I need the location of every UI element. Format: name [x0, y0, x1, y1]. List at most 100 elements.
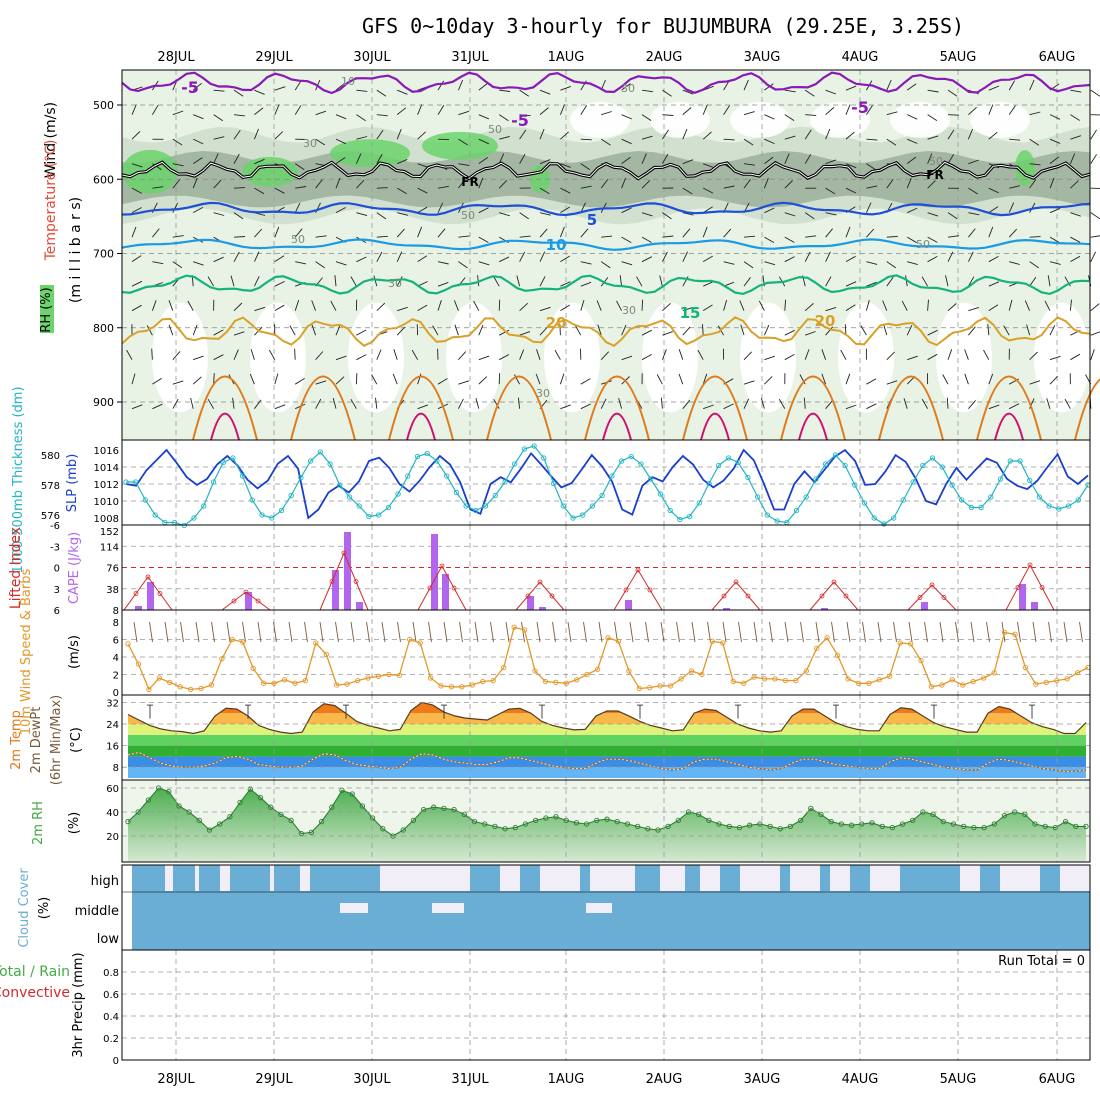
temp-contour-30 — [406, 412, 436, 441]
wind-speed-line-marker — [960, 682, 966, 688]
wind-barb — [784, 621, 789, 643]
upper-wind-barb — [825, 228, 833, 238]
upper-wind-barb — [784, 114, 795, 121]
upper-wind-barb — [886, 261, 897, 269]
lifted-marker — [1027, 562, 1033, 568]
upper-wind-barb — [335, 207, 346, 214]
thickness-line-marker — [414, 453, 421, 460]
rh2m-line-marker — [594, 817, 600, 824]
thickness-line-marker — [968, 504, 975, 511]
upper-wind-barb — [559, 373, 565, 385]
wind10m-panel: 0 2 4 6 8 — [113, 609, 1091, 699]
upper-wind-barb — [396, 187, 407, 195]
upper-wind-barb — [988, 373, 994, 385]
upper-wind-barb — [661, 349, 667, 360]
ylabel-mb: (m i l l i b a r s) — [68, 197, 84, 303]
upper-wind-barb — [743, 380, 755, 385]
thickness-line-marker — [657, 491, 664, 497]
temp-contour-25 — [1074, 378, 1100, 441]
wind-tick-label: 4 — [113, 653, 119, 664]
upper-wind-barb — [335, 261, 347, 266]
rh-contour-label: 30 — [536, 387, 550, 400]
upper-wind-barb — [825, 89, 837, 95]
upper-wind-barb — [131, 255, 142, 263]
wind-barb — [831, 621, 835, 643]
lifted-marker — [145, 574, 151, 580]
thickness-line-marker — [502, 479, 508, 485]
thickness-line-marker — [395, 491, 401, 497]
upper-wind-barb — [151, 300, 157, 311]
upper-wind-barb — [315, 398, 322, 409]
wind-speed-line-marker — [928, 684, 935, 690]
upper-wind-barb — [437, 80, 445, 91]
upper-wind-barb — [289, 325, 296, 336]
upper-wind-barb — [539, 326, 548, 336]
upper-wind-barb — [519, 251, 526, 262]
upper-wind-barb — [356, 354, 367, 361]
upper-wind-barb — [315, 138, 326, 146]
upper-air-panel: 500 600 700 800 900 -5 -5 -5 FR FR 5 10 15 20 20 10 30 30… — [40, 69, 1100, 441]
rh2m-line-marker — [492, 823, 498, 830]
upper-wind-barb — [559, 104, 566, 115]
upper-wind-barb — [764, 236, 775, 243]
upper-wind-barb — [539, 212, 551, 216]
thickness-line-marker — [259, 512, 265, 518]
wind-speed-line-marker — [344, 681, 350, 687]
rh2m-line-marker — [227, 814, 233, 820]
ylabel-cape: CAPE (J/kg) — [67, 532, 82, 604]
temp-contour-25 — [976, 375, 1042, 441]
upper-wind-barb — [458, 110, 470, 116]
cloud-high-gap — [870, 865, 900, 891]
upper-wind-barb — [1029, 236, 1041, 238]
rh2m-line-marker — [961, 823, 967, 830]
thickness-line-marker — [1017, 458, 1023, 464]
upper-wind-barb — [901, 300, 908, 311]
rh2m-line-marker — [278, 811, 284, 818]
cape-tick-label: 76 — [106, 564, 119, 575]
thickness-line-marker — [298, 474, 304, 481]
thickness-line-marker — [133, 479, 139, 485]
upper-wind-barb — [233, 187, 246, 189]
upper-wind-barb — [988, 226, 994, 238]
upper-wind-barb — [376, 89, 387, 97]
ylabel-t2m-unit: (°C) — [69, 727, 84, 753]
rh2m-line-marker — [910, 817, 916, 824]
wind-speed-line-marker — [219, 656, 225, 662]
thickness-line-marker — [288, 492, 294, 499]
ylabel-cloud: Cloud Cover — [17, 868, 32, 948]
upper-wind-barb — [373, 275, 378, 287]
upper-wind-barb — [274, 187, 285, 194]
upper-wind-barb — [539, 306, 551, 312]
rh2m-line-marker — [176, 803, 182, 809]
wind-speed-line-marker — [981, 675, 987, 681]
wind-speed-line-marker — [375, 673, 382, 679]
rh-high-blob — [330, 139, 410, 168]
wind-speed-line-marker — [782, 677, 789, 684]
lifted-marker — [439, 563, 445, 569]
rh2m-line-marker — [400, 827, 406, 833]
wind-speed-line-marker — [250, 665, 256, 672]
upper-wind-barb — [233, 89, 244, 97]
rh2m-line-marker — [543, 815, 549, 821]
upper-wind-barb — [804, 153, 812, 164]
upper-wind-barb — [983, 349, 990, 360]
upper-wind-barb — [499, 212, 510, 217]
rh2m-line-marker — [1062, 818, 1069, 825]
upper-wind-barb — [437, 378, 448, 385]
rh2m-line-marker — [981, 824, 987, 831]
upper-wind-barb — [168, 300, 174, 311]
upper-wind-barb — [1029, 380, 1041, 385]
thickness-line-marker — [891, 515, 897, 521]
rh2m-line-marker — [288, 817, 294, 824]
upper-wind-barb — [539, 251, 546, 262]
upper-wind-barb — [473, 300, 480, 311]
upper-wind-barb — [662, 212, 672, 220]
upper-wind-barb — [213, 329, 224, 336]
top-date-label: 6AUG — [1039, 50, 1076, 65]
precip-tick-label: 0.6 — [103, 990, 119, 1001]
wind-speed-line-marker — [887, 673, 893, 679]
upper-wind-barb — [1046, 398, 1051, 409]
upper-wind-barb — [516, 275, 521, 287]
upper-wind-barb — [784, 299, 787, 311]
upper-wind-barb — [350, 276, 357, 287]
